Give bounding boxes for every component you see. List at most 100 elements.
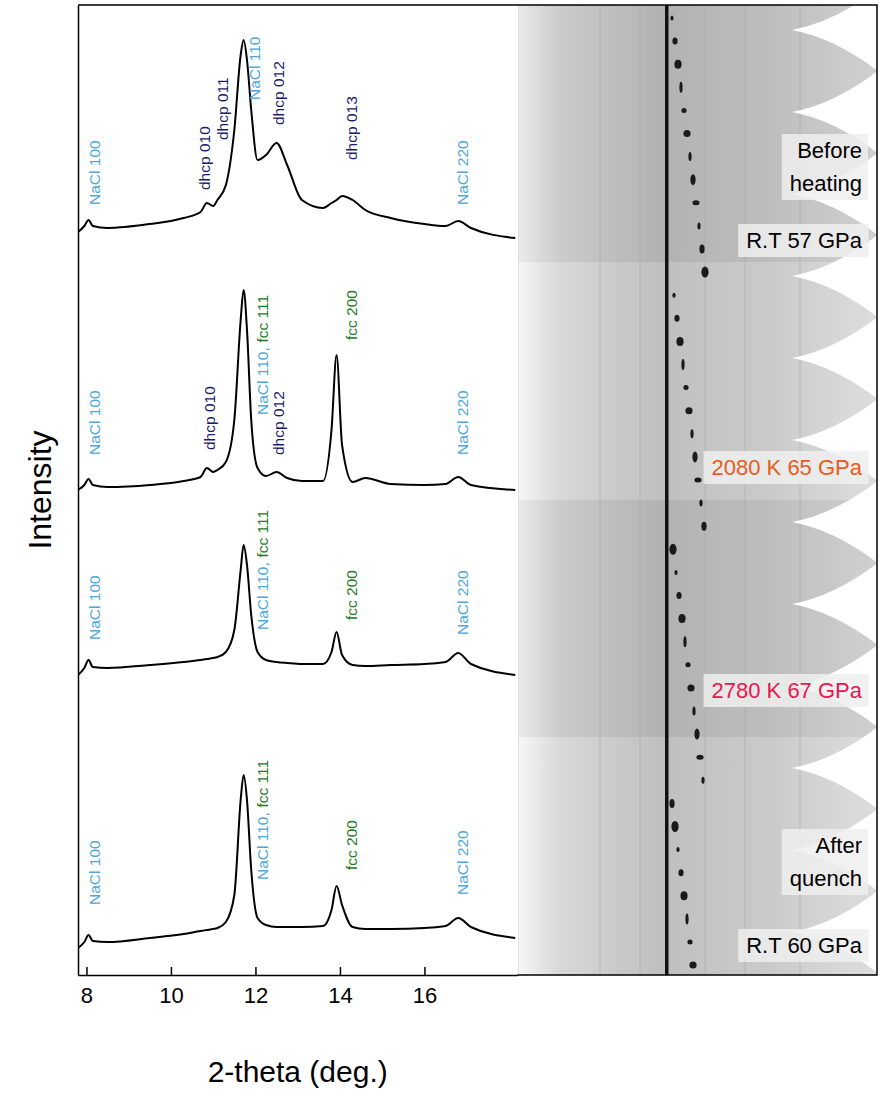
image-spot <box>670 16 673 21</box>
image-spot <box>679 82 682 93</box>
pattern-line <box>78 545 515 675</box>
peak-label: NaCl 110 <box>246 36 263 100</box>
peak-label: NaCl 220 <box>454 390 471 455</box>
image-spot <box>669 799 674 808</box>
condition-label-text: 2080 K 65 GPa <box>712 455 863 480</box>
peak-label-part: NaCl 110, <box>253 812 270 880</box>
x-tick: 8 <box>81 967 93 1008</box>
image-spot <box>690 174 695 185</box>
image-background <box>518 5 877 975</box>
peak-label: fcc 200 <box>343 290 360 340</box>
x-tick: 16 <box>413 967 437 1008</box>
condition-label-line: 2780 K 67 GPa <box>712 678 863 703</box>
condition-label: After quench <box>782 829 868 895</box>
condition-label-box <box>704 451 869 484</box>
image-spot <box>697 222 700 229</box>
image-spot <box>683 385 688 390</box>
image-spot <box>692 451 697 462</box>
peak-label-part: NaCl 110, <box>253 562 270 630</box>
peak-label-part: fcc 111 <box>253 295 270 343</box>
image-shadow <box>792 5 877 72</box>
y-axis-line <box>78 6 80 976</box>
image-spot <box>689 962 696 969</box>
peak-label: NaCl 110,fcc 111 <box>253 295 270 415</box>
condition-label: 2780 K 67 GPa <box>704 674 869 707</box>
image-spot <box>699 245 704 254</box>
x-tick-label: 12 <box>244 983 268 1008</box>
diffraction-image <box>518 5 877 975</box>
image-spot <box>685 913 688 924</box>
peak-label: dhcp 012 <box>270 391 287 455</box>
image-spot <box>699 500 702 507</box>
image-spot <box>696 755 703 760</box>
peak-label: dhcp 011 <box>214 77 231 140</box>
condition-label-line: Before <box>797 138 862 163</box>
image-spot <box>674 570 677 575</box>
peak-label: fcc 200 <box>343 570 360 620</box>
image-shadow <box>792 726 877 810</box>
image-spot <box>678 614 685 623</box>
peak-label: NaCl 110,fcc 111 <box>253 510 270 630</box>
condition-label-text: 2780 K 67 GPa <box>712 678 863 703</box>
image-spot <box>676 592 681 599</box>
peak-label: NaCl 100 <box>86 390 103 455</box>
pattern-line <box>78 290 515 490</box>
x-tick-label: 10 <box>159 983 183 1008</box>
image-spot <box>685 407 692 414</box>
condition-label: Before heating <box>782 134 868 200</box>
y-axis-title: Intensity <box>22 430 58 549</box>
condition-label: 2080 K 65 GPa <box>704 451 869 484</box>
x-tick: 10 <box>159 967 183 1008</box>
image-spot <box>701 777 704 784</box>
image-ring <box>600 5 601 975</box>
peak-label: fcc 200 <box>343 820 360 870</box>
condition-label-box <box>782 134 868 200</box>
condition-label-line: R.T 60 GPa <box>746 933 863 958</box>
image-spot <box>701 267 708 278</box>
image-spot <box>676 847 679 852</box>
peak-label: dhcp 010 <box>196 126 213 190</box>
peak-label-part: fcc 111 <box>253 760 270 808</box>
peak-label: NaCl 100 <box>86 140 103 205</box>
condition-label-line: After <box>816 833 862 858</box>
x-axis-line <box>79 975 518 977</box>
image-section <box>518 5 877 262</box>
condition-label-line: heating <box>790 171 862 196</box>
condition-label-box <box>738 224 869 257</box>
x-tick-label: 14 <box>328 983 352 1008</box>
image-ring <box>705 5 706 975</box>
pattern-line <box>78 40 515 238</box>
image-spot <box>701 522 706 531</box>
peak-labels: NaCl 100dhcp 010dhcp 011NaCl 110dhcp 012… <box>86 36 471 905</box>
peak-label: NaCl 110, fcc 111 <box>253 760 270 880</box>
x-tick-label: 16 <box>413 983 437 1008</box>
x-tick-mark <box>171 967 173 975</box>
image-ring <box>745 5 746 975</box>
peak-label: NaCl 100 <box>86 575 103 640</box>
peak-label: NaCl 100 <box>86 840 103 905</box>
frame <box>78 5 877 975</box>
image-spot <box>687 684 694 691</box>
x-tick-label: 8 <box>81 983 93 1008</box>
peak-label: NaCl 220 <box>454 140 471 205</box>
image-spot <box>674 315 679 322</box>
peak-label: dhcp 010 <box>201 386 218 450</box>
y-axis <box>78 6 79 976</box>
peak-label: dhcp 013 <box>343 96 360 160</box>
image-ring <box>640 5 641 975</box>
image-spot <box>671 821 678 832</box>
condition-label-box <box>738 929 869 962</box>
image-spot <box>690 429 693 438</box>
condition-label-text: After quench <box>790 833 862 891</box>
image-shadow <box>792 316 877 400</box>
image-spot <box>681 108 686 113</box>
image-spot <box>683 636 686 647</box>
condition-label: R.T 60 GPa <box>738 929 869 962</box>
x-tick-mark <box>340 967 342 975</box>
condition-label-line: quench <box>790 866 862 891</box>
image-spot <box>692 200 699 205</box>
condition-label-line: 2080 K 65 GPa <box>712 455 863 480</box>
image-spot <box>694 729 699 740</box>
condition-label-text: Before heating <box>790 138 862 196</box>
image-main-ring <box>665 5 669 975</box>
